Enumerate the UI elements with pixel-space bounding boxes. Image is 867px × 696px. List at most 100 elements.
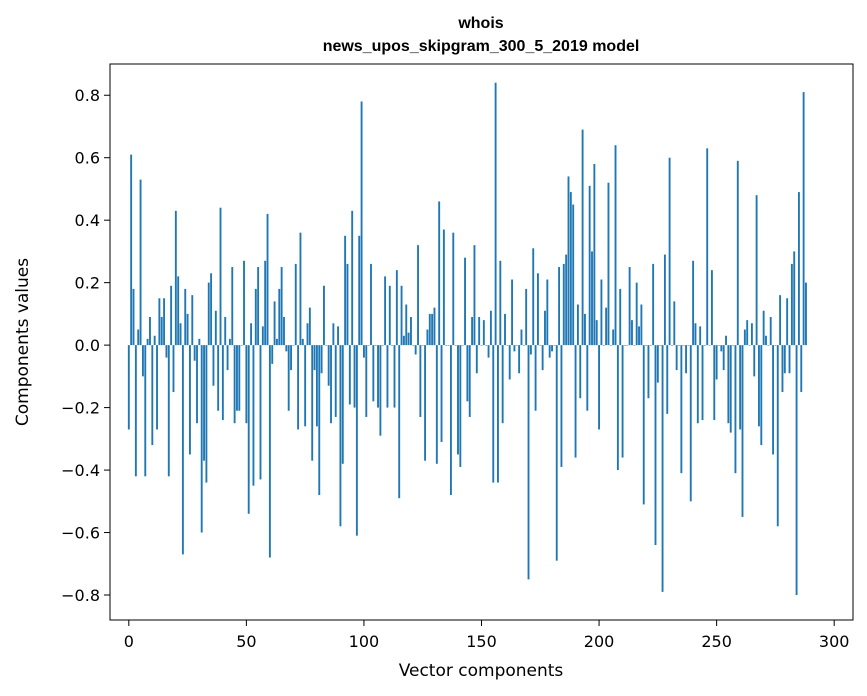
bar bbox=[767, 345, 770, 346]
bar bbox=[671, 345, 673, 346]
y-tick-label: 0.0 bbox=[75, 336, 100, 355]
bar bbox=[224, 317, 227, 346]
bar bbox=[424, 345, 427, 461]
bar bbox=[727, 345, 730, 424]
bar bbox=[421, 345, 424, 346]
bar bbox=[207, 282, 210, 346]
bar bbox=[407, 332, 410, 346]
bar bbox=[614, 145, 617, 346]
bar bbox=[760, 345, 763, 446]
bar bbox=[332, 323, 335, 346]
bar bbox=[419, 345, 422, 417]
y-tick-label: −0.4 bbox=[61, 461, 100, 480]
bar bbox=[475, 345, 478, 374]
bar bbox=[355, 345, 358, 536]
bar bbox=[678, 345, 680, 346]
y-axis-ticks: −0.8 −0.6 −0.4 −0.2 0.0 0.2 0.4 0.6 0.8 bbox=[61, 86, 110, 605]
bar bbox=[565, 254, 568, 346]
bar bbox=[692, 260, 695, 346]
bar bbox=[217, 345, 220, 411]
bar bbox=[299, 232, 302, 346]
bar bbox=[732, 345, 735, 346]
bar bbox=[673, 301, 676, 346]
bar bbox=[797, 192, 800, 346]
bar bbox=[574, 345, 577, 458]
y-axis-label: Components values bbox=[13, 258, 33, 426]
bar bbox=[200, 345, 203, 533]
bar bbox=[725, 335, 727, 346]
bar bbox=[367, 345, 370, 346]
bar bbox=[487, 345, 490, 358]
bar bbox=[560, 345, 563, 467]
bar bbox=[245, 345, 248, 424]
bar bbox=[402, 335, 405, 346]
bar bbox=[301, 338, 304, 346]
bar bbox=[177, 276, 180, 346]
bar bbox=[405, 304, 408, 346]
bar bbox=[196, 345, 198, 424]
bar bbox=[605, 307, 608, 346]
bar bbox=[471, 317, 474, 346]
bar bbox=[327, 345, 330, 386]
bar bbox=[642, 345, 645, 505]
bar bbox=[675, 345, 678, 371]
bar bbox=[548, 345, 551, 358]
bar bbox=[584, 313, 586, 346]
bar bbox=[579, 345, 582, 399]
bar bbox=[438, 201, 441, 346]
bar bbox=[588, 185, 591, 346]
bar bbox=[553, 345, 556, 346]
bar bbox=[602, 345, 605, 346]
bar bbox=[433, 307, 436, 346]
bar bbox=[431, 313, 434, 346]
bar bbox=[243, 260, 245, 346]
bar bbox=[753, 345, 756, 377]
bar bbox=[581, 129, 584, 346]
bar bbox=[708, 345, 711, 346]
bar bbox=[492, 345, 495, 483]
bar bbox=[374, 345, 377, 346]
bar bbox=[130, 154, 133, 346]
bar bbox=[534, 345, 537, 411]
bar bbox=[696, 345, 699, 424]
bar bbox=[494, 82, 497, 346]
bar bbox=[165, 345, 168, 358]
bar bbox=[398, 345, 401, 499]
bar bbox=[391, 345, 394, 346]
bar bbox=[386, 345, 389, 408]
bar bbox=[134, 345, 137, 477]
bar bbox=[489, 310, 492, 346]
bar bbox=[257, 267, 260, 346]
bar bbox=[703, 345, 706, 346]
bar bbox=[370, 263, 372, 346]
bar bbox=[480, 345, 483, 346]
x-tick-label: 250 bbox=[701, 632, 732, 651]
bar bbox=[631, 320, 633, 346]
bar bbox=[499, 260, 502, 346]
bar bbox=[558, 267, 561, 346]
bar bbox=[536, 273, 539, 346]
bar bbox=[506, 345, 509, 346]
bar bbox=[393, 345, 396, 408]
bar bbox=[710, 270, 713, 346]
y-tick-label: −0.2 bbox=[61, 399, 100, 418]
bar bbox=[250, 323, 253, 346]
bar bbox=[567, 176, 570, 346]
bar bbox=[600, 279, 603, 346]
bar bbox=[464, 257, 466, 346]
bar bbox=[508, 345, 511, 380]
bar bbox=[323, 285, 325, 346]
bar bbox=[805, 282, 807, 346]
bar bbox=[466, 345, 469, 402]
bar bbox=[772, 345, 774, 455]
bar bbox=[666, 345, 669, 414]
bar bbox=[461, 345, 464, 346]
bar bbox=[800, 345, 803, 392]
bar bbox=[739, 345, 742, 430]
bar bbox=[522, 345, 525, 346]
bar bbox=[511, 279, 514, 346]
bar bbox=[417, 245, 419, 346]
bar bbox=[539, 345, 542, 346]
bar bbox=[647, 345, 650, 399]
